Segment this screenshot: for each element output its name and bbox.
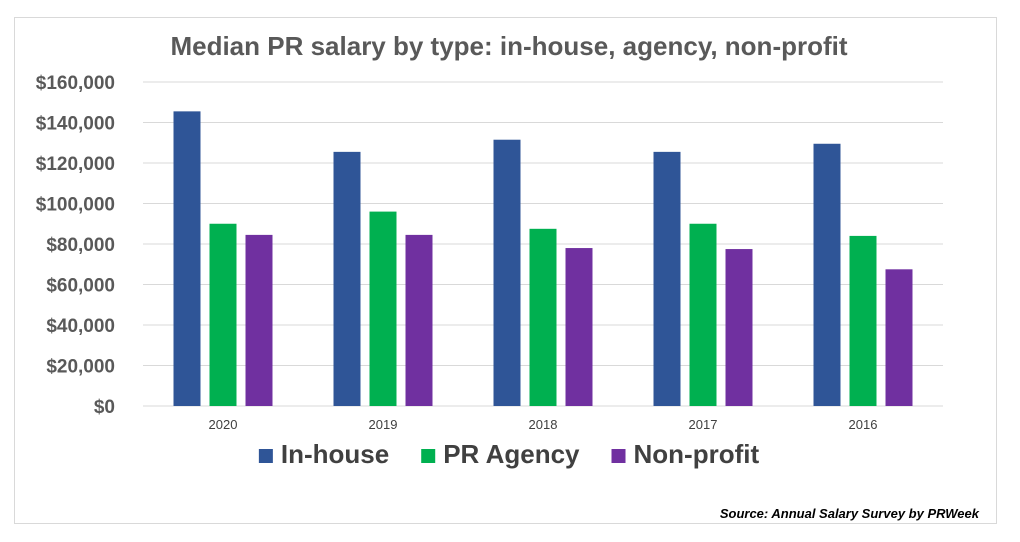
bar-in-house-2019: [333, 151, 361, 406]
legend-swatch: [421, 449, 436, 463]
y-tick-label: $20,000: [46, 357, 115, 378]
bar-non-profit-2020: [245, 234, 273, 406]
y-tick-label: $80,000: [46, 235, 115, 256]
legend-label: PR Agency: [443, 439, 580, 469]
chart-frame: Median PR salary by type: in-house, agen…: [14, 17, 997, 524]
y-tick-label: $40,000: [46, 316, 115, 337]
x-tick-label: 2020: [209, 417, 238, 432]
legend: In-house PR Agency Non-profit: [258, 439, 760, 469]
y-tick-label: $140,000: [36, 114, 115, 135]
legend-label: Non-profit: [634, 439, 760, 469]
bar-pr-agency-2018: [529, 228, 557, 406]
y-tick-label: $0: [94, 397, 115, 418]
bar-in-house-2018: [493, 139, 521, 406]
legend-swatch: [611, 449, 626, 463]
x-tick-label: 2017: [689, 417, 718, 432]
bar-in-house-2016: [813, 143, 841, 406]
y-tick-label: $120,000: [36, 154, 115, 175]
bar-in-house-2017: [653, 151, 681, 406]
bar-non-profit-2017: [725, 249, 753, 406]
y-tick-label: $60,000: [46, 276, 115, 297]
bar-pr-agency-2016: [849, 235, 877, 406]
legend-swatch: [258, 449, 273, 463]
bar-in-house-2020: [173, 111, 201, 407]
legend-label: In-house: [281, 439, 389, 469]
x-tick-label: 2016: [849, 417, 878, 432]
chart-title: Median PR salary by type: in-house, agen…: [170, 31, 847, 61]
y-tick-label: $160,000: [36, 73, 115, 94]
bar-pr-agency-2020: [209, 223, 237, 406]
bar-non-profit-2018: [565, 248, 593, 406]
x-tick-label: 2019: [369, 417, 398, 432]
bar-non-profit-2016: [885, 269, 913, 406]
x-axis-ticks: 2020 2019 2018 2017 2016: [209, 417, 878, 432]
bar-pr-agency-2017: [689, 223, 717, 406]
bar-non-profit-2019: [405, 234, 433, 406]
source-note: Source: Annual Salary Survey by PRWeek: [720, 506, 980, 521]
y-tick-label: $100,000: [36, 195, 115, 216]
bar-pr-agency-2019: [369, 211, 397, 406]
bar-layer: [173, 111, 913, 407]
x-tick-label: 2018: [529, 417, 558, 432]
chart-svg: Median PR salary by type: in-house, agen…: [36, 31, 980, 521]
y-axis-ticks: $0 $20,000 $40,000 $60,000 $80,000 $100,000 $1…: [36, 73, 115, 418]
